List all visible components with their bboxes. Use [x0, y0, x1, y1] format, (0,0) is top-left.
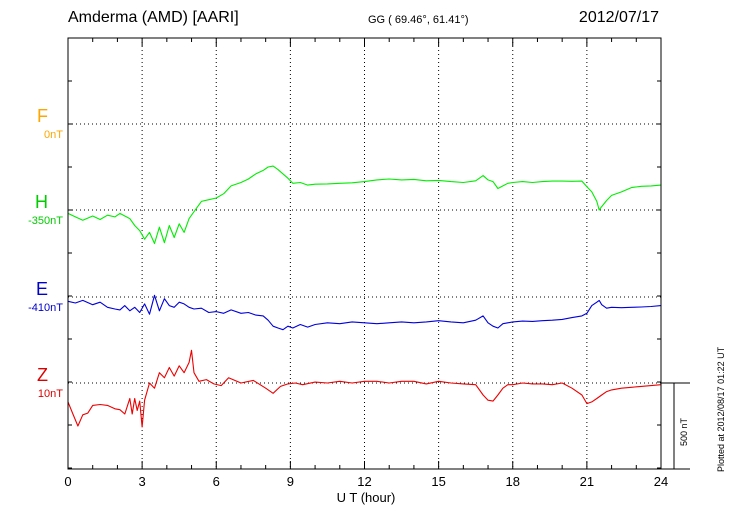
panel-label-h: H — [35, 192, 48, 212]
x-tick-label: 15 — [431, 474, 445, 489]
x-tick-label: 24 — [654, 474, 668, 489]
series-layer — [67, 165, 662, 428]
x-tick-label: 18 — [506, 474, 520, 489]
x-tick-label: 3 — [139, 474, 146, 489]
panel-baseline-e: -410nT — [28, 302, 63, 314]
panel-label-z: Z — [37, 365, 48, 385]
series-z-line — [67, 349, 662, 428]
scale-bar — [661, 382, 690, 470]
date-label: 2012/07/17 — [578, 9, 659, 26]
x-axis-label: U T (hour) — [337, 490, 396, 505]
series-e-line — [67, 294, 662, 331]
panel-baseline-f: 0nT — [44, 129, 63, 141]
x-tick-label: 12 — [357, 474, 371, 489]
geographic-coordinates: GG ( 69.46°, 61.41°) — [368, 14, 469, 26]
grid-lines — [68, 38, 661, 469]
x-tick-label: 9 — [287, 474, 294, 489]
panel-baseline-z: 10nT — [37, 388, 63, 400]
panel-label-e: E — [35, 279, 48, 299]
x-tick-label: 21 — [580, 474, 594, 489]
axis-ticks: 0 3 6 9 12 15 18 21 24 — [64, 38, 668, 489]
scale-bar-label: 500 nT — [679, 417, 689, 446]
plotted-at-note: Plotted at 2012/08/17 01:22 UT — [716, 346, 726, 472]
station-title: Amderma (AMD) [AARI] — [68, 9, 239, 26]
series-h-line — [67, 165, 662, 245]
x-tick-label: 0 — [64, 474, 71, 489]
x-tick-label: 6 — [213, 474, 220, 489]
panel-label-f: F — [37, 106, 48, 126]
panel-baseline-h: -350nT — [28, 215, 63, 227]
